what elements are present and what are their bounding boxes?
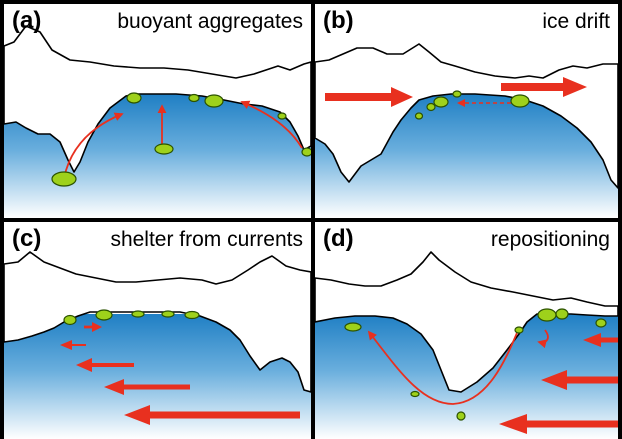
panel-letter: (b) [323,7,354,34]
panel-letter: (c) [12,225,42,252]
panel-a-buoyant-aggregates: (a) buoyant aggregates [4,4,311,218]
dashed-drift-arrow [457,99,511,107]
drift-arrow-right [501,77,587,97]
panel-letter: (a) [12,7,42,34]
panel-b-illustration [315,43,618,218]
panel-c-illustration [4,251,311,439]
panel-b-ice-drift: (b) ice drift [315,4,618,218]
drift-arrows [325,77,587,107]
panel-a-illustration [4,25,311,218]
upward-arrows [63,100,303,179]
current-arrow-2 [60,340,86,350]
current-arrow-3 [499,414,618,434]
panel-c-shelter-from-currents: (c) shelter from currents [4,222,311,439]
arrow-rise-left [63,112,124,179]
repositioning-arrows [367,327,549,405]
panel-caption: repositioning [490,228,610,251]
panel-caption: buoyant aggregates [117,10,303,33]
aggregates [63,309,200,326]
panel-letter: (d) [323,225,354,252]
current-arrow-5 [124,405,300,425]
drift-arrow-left [325,87,413,107]
sea-ice-floe [315,43,618,189]
aggregates [51,92,311,187]
arrow-reposition-path [367,327,520,405]
current-arrow-3 [76,358,134,372]
current-arrow-1 [84,322,102,332]
current-arrows [60,322,300,425]
panel-d-repositioning: (d) repositioning [315,222,618,439]
sea-ice-floe [4,25,311,173]
sea-ice-floe [4,251,311,393]
sea-ice-floe [315,251,618,393]
arrow-rise-right [240,100,303,149]
panel-d-illustration [315,251,618,439]
arrow-reposition-curl [537,329,549,349]
panel-caption: shelter from currents [110,228,303,251]
aggregates [344,308,607,421]
aggregates [414,90,530,120]
panel-caption: ice drift [542,10,610,33]
current-arrow-4 [104,379,190,395]
current-arrow-1 [583,333,618,347]
current-arrow-2 [541,370,618,390]
current-arrows [499,333,618,434]
